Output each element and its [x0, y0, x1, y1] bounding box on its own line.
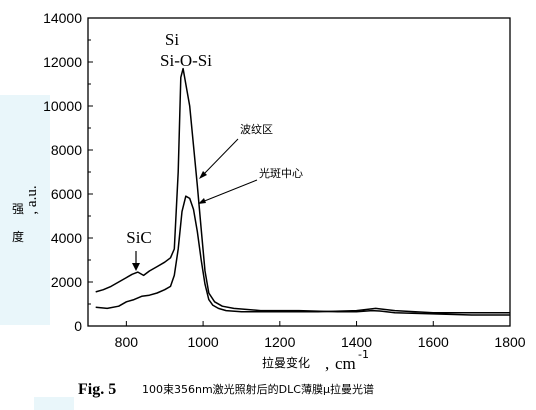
x-axis-unit-exponent: -1 [358, 348, 369, 361]
axis-ticks: 800 1000 1200 1400 1600 1800 0 2000 4000 6000 8000… [43, 10, 526, 350]
y-axis-label-char-1: 强 [12, 202, 24, 216]
x-axis-label: 拉曼变化 [262, 355, 310, 370]
series-line-spot-center [95, 195, 510, 314]
y-axis-label-char-2: 度 [12, 229, 24, 244]
x-tick-label: 800 [115, 334, 139, 350]
y-tick-label: 8000 [51, 142, 82, 158]
annotation-wave-region: 波纹区 [240, 122, 273, 136]
x-axis-unit-prefix: , [325, 354, 329, 373]
y-tick-label: 2000 [51, 274, 82, 290]
series-line-wave-region [95, 67, 510, 316]
spot-center-pointer [201, 179, 258, 203]
annotation-sic: SiC [126, 228, 152, 247]
y-tick-label: 14000 [43, 10, 82, 26]
figure-label: Fig. 5 [78, 381, 116, 398]
wave-region-pointer [201, 138, 239, 177]
x-tick-label: 1200 [264, 334, 295, 350]
y-axis-unit: , a.u. [24, 185, 40, 214]
x-tick-label: 1000 [188, 334, 219, 350]
figure-caption: 100束356nm激光照射后的DLC薄膜μ拉曼光谱 [142, 382, 374, 396]
side-tint-panel [0, 95, 50, 325]
y-tick-label: 12000 [43, 54, 82, 70]
spot-center-pointer-head [198, 198, 206, 204]
x-axis-unit: cm [335, 354, 356, 373]
sic-arrow-head [132, 263, 140, 271]
annotation-spot-center: 光斑中心 [259, 166, 303, 180]
annotation-si: Si [165, 30, 179, 49]
bottom-tint-panel [34, 397, 74, 410]
x-tick-label: 1600 [418, 334, 449, 350]
y-tick-label: 6000 [51, 186, 82, 202]
wave-region-pointer-head [199, 171, 207, 179]
annotation-si-o-si: Si-O-Si [160, 51, 212, 70]
y-tick-label: 0 [74, 318, 82, 334]
x-tick-label: 1400 [341, 334, 372, 350]
y-tick-label: 10000 [43, 98, 82, 114]
y-tick-label: 4000 [51, 230, 82, 246]
x-tick-label: 1800 [494, 334, 525, 350]
